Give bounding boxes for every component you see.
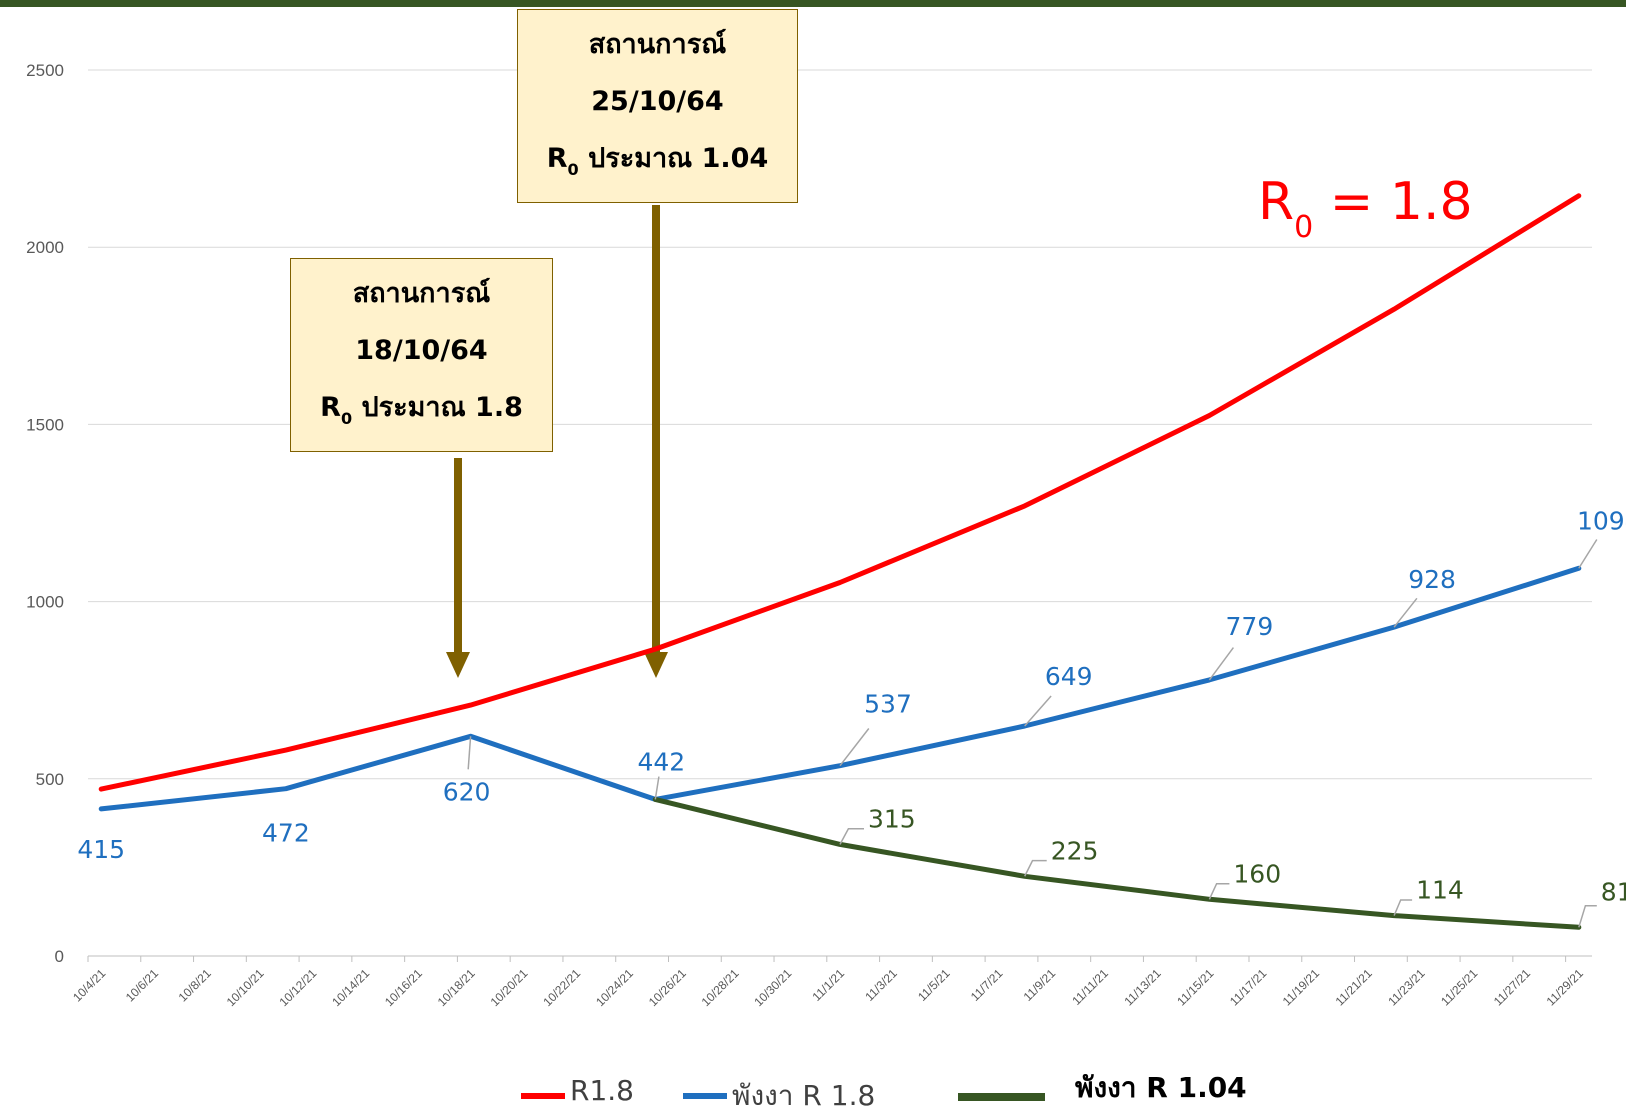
x-tick-label: 11/5/21 — [915, 966, 953, 1004]
x-tick-label: 10/30/21 — [751, 966, 794, 1009]
callout-r0: R0 ประมาณ 1.04 — [546, 143, 769, 179]
x-tick-label: 10/6/21 — [123, 966, 161, 1004]
x-tick-label: 11/15/21 — [1174, 966, 1217, 1009]
leader-line — [1393, 899, 1413, 916]
y-tick-label: 2500 — [26, 61, 64, 80]
x-tick-label: 10/14/21 — [329, 966, 372, 1009]
legend-label-phangnga-r1-8: พังงา R 1.8 — [732, 1079, 876, 1112]
x-tick-label: 10/18/21 — [435, 966, 478, 1009]
y-tick-label: 2000 — [26, 238, 64, 257]
callout-line2: 25/10/64 — [591, 86, 724, 117]
data-label: 472 — [262, 819, 310, 848]
y-tick-label: 1500 — [26, 415, 64, 434]
x-tick-label: 10/26/21 — [646, 966, 689, 1009]
y-tick-label: 0 — [55, 947, 64, 966]
x-tick-label: 10/16/21 — [382, 966, 425, 1009]
data-label: 160 — [1233, 859, 1281, 888]
top-border — [0, 0, 1626, 7]
data-label: 537 — [864, 690, 912, 719]
data-label: 1094 — [1577, 506, 1626, 535]
callout-line1: สถานการณ์ — [352, 278, 491, 309]
leader-line — [1578, 904, 1597, 928]
x-tick-label: 10/12/21 — [276, 966, 319, 1009]
x-tick-label: 10/22/21 — [540, 966, 583, 1009]
x-tick-label: 10/4/21 — [70, 966, 108, 1004]
callout-line1: สถานการณ์ — [588, 29, 727, 60]
y-tick-label: 1000 — [26, 593, 64, 612]
data-label: 649 — [1045, 662, 1093, 691]
x-tick-label: 10/10/21 — [224, 966, 267, 1009]
x-tick-label: 11/19/21 — [1280, 966, 1323, 1009]
callout-line2: 18/10/64 — [355, 335, 488, 366]
x-tick-label: 10/24/21 — [593, 966, 636, 1009]
x-tick-label: 11/25/21 — [1438, 966, 1481, 1009]
x-tick-label: 11/7/21 — [968, 966, 1006, 1004]
x-tick-label: 10/28/21 — [699, 966, 742, 1009]
r0-label: R0 = 1.8 — [1258, 172, 1473, 245]
leader-line — [1208, 647, 1235, 681]
callout-25-10-64: สถานการณ์ 25/10/64 R0 ประมาณ 1.04 — [517, 9, 798, 203]
series — [98, 193, 1582, 930]
callout-18-10-64: สถานการณ์ 18/10/64 R0 ประมาณ 1.8 — [290, 258, 553, 452]
x-tick-label: 11/23/21 — [1385, 966, 1428, 1009]
series-line-2 — [652, 796, 1582, 930]
x-tick-label: 10/20/21 — [488, 966, 531, 1009]
leader-line — [654, 776, 660, 800]
data-label: 779 — [1226, 612, 1274, 641]
x-tick-label: 11/29/21 — [1544, 966, 1587, 1009]
leader-line — [1393, 597, 1418, 628]
legend-line-r1-8 — [521, 1093, 565, 1099]
x-tick-label: 11/27/21 — [1491, 966, 1534, 1009]
data-label: 81 — [1601, 877, 1626, 906]
leader-line — [1208, 882, 1230, 900]
data-label: 415 — [77, 835, 125, 864]
arrows — [446, 205, 668, 678]
legend-line-phangnga-r1-04 — [958, 1093, 1045, 1101]
callout-r0: R0 ประมาณ 1.8 — [320, 392, 523, 428]
data-label: 315 — [868, 804, 916, 833]
y-tick-label: 500 — [36, 770, 64, 789]
x-tick-label: 11/11/21 — [1069, 966, 1111, 1008]
leader-line — [1578, 539, 1598, 569]
x-tick-label: 11/17/21 — [1227, 966, 1270, 1009]
y-axis: 0 500 1000 1500 2000 2500 — [26, 61, 64, 966]
series-line-1 — [98, 565, 1582, 812]
x-tick-label: 11/3/21 — [862, 966, 900, 1004]
data-labels: 415 472 620 442 537 649 779 928 1094 315 225 160 114… — [77, 506, 1626, 928]
legend-label-r1-8: R1.8 — [570, 1074, 634, 1107]
x-tick-label: 11/1/21 — [810, 966, 848, 1004]
x-axis: 10/4/21 10/6/21 10/8/21 10/10/21 10/12/21 10/… — [70, 956, 1586, 1009]
data-label: 442 — [637, 747, 685, 776]
data-label: 620 — [443, 777, 491, 806]
data-label: 225 — [1051, 836, 1099, 865]
arrow-head — [446, 652, 470, 678]
x-tick-label: 10/8/21 — [176, 966, 214, 1004]
leader-line — [467, 736, 472, 770]
x-tick-label: 11/21/21 — [1333, 966, 1376, 1009]
series-line-0 — [98, 193, 1582, 792]
legend-label-phangnga-r1-04: พังงา R 1.04 — [1075, 1071, 1247, 1104]
x-tick-label: 11/9/21 — [1021, 966, 1059, 1004]
leader-line — [839, 728, 870, 767]
arrow-head — [644, 652, 668, 678]
data-label: 928 — [1408, 565, 1456, 594]
leader-line — [1024, 859, 1047, 877]
leader-line — [1024, 695, 1052, 727]
leader-line — [839, 828, 864, 845]
legend-line-phangnga-r1-8 — [683, 1093, 727, 1099]
x-tick-label: 11/13/21 — [1121, 966, 1164, 1009]
data-label: 114 — [1416, 876, 1464, 905]
